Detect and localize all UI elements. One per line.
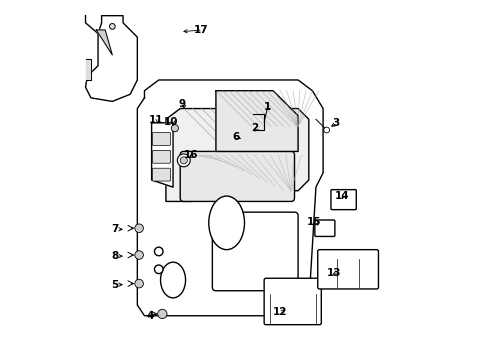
Circle shape [180,157,187,164]
Circle shape [135,251,143,259]
FancyBboxPatch shape [330,190,356,210]
FancyBboxPatch shape [317,249,378,289]
Text: 13: 13 [326,268,340,278]
Text: 15: 15 [306,217,321,227]
Text: 5: 5 [111,280,119,290]
FancyBboxPatch shape [314,220,334,237]
Circle shape [135,279,143,288]
Text: 4: 4 [146,311,153,321]
Text: 12: 12 [272,307,287,317]
Text: 10: 10 [163,117,178,127]
Circle shape [171,125,178,132]
Polygon shape [151,123,173,187]
Polygon shape [165,109,308,202]
Circle shape [135,224,143,233]
Circle shape [157,309,166,319]
Text: 16: 16 [183,150,198,160]
Circle shape [323,127,329,133]
Circle shape [154,247,163,256]
Circle shape [154,265,163,274]
FancyBboxPatch shape [152,168,170,181]
Text: 17: 17 [193,25,208,35]
Text: 7: 7 [111,224,119,234]
Circle shape [109,23,115,29]
Text: 2: 2 [251,123,258,133]
Text: 14: 14 [334,191,348,201]
FancyBboxPatch shape [180,152,294,202]
Polygon shape [216,91,298,152]
Polygon shape [137,80,323,316]
Text: 1: 1 [264,102,271,112]
Text: 9: 9 [179,99,185,109]
Text: 3: 3 [331,118,339,128]
Text: 11: 11 [148,115,163,125]
Polygon shape [96,30,112,55]
Circle shape [177,154,190,167]
FancyBboxPatch shape [152,132,170,145]
Ellipse shape [160,262,185,298]
FancyBboxPatch shape [152,150,170,163]
Ellipse shape [208,196,244,249]
Polygon shape [85,16,137,102]
FancyBboxPatch shape [212,212,298,291]
Text: 8: 8 [111,251,119,261]
FancyBboxPatch shape [264,278,321,325]
Polygon shape [85,59,91,80]
Text: 6: 6 [231,132,239,142]
